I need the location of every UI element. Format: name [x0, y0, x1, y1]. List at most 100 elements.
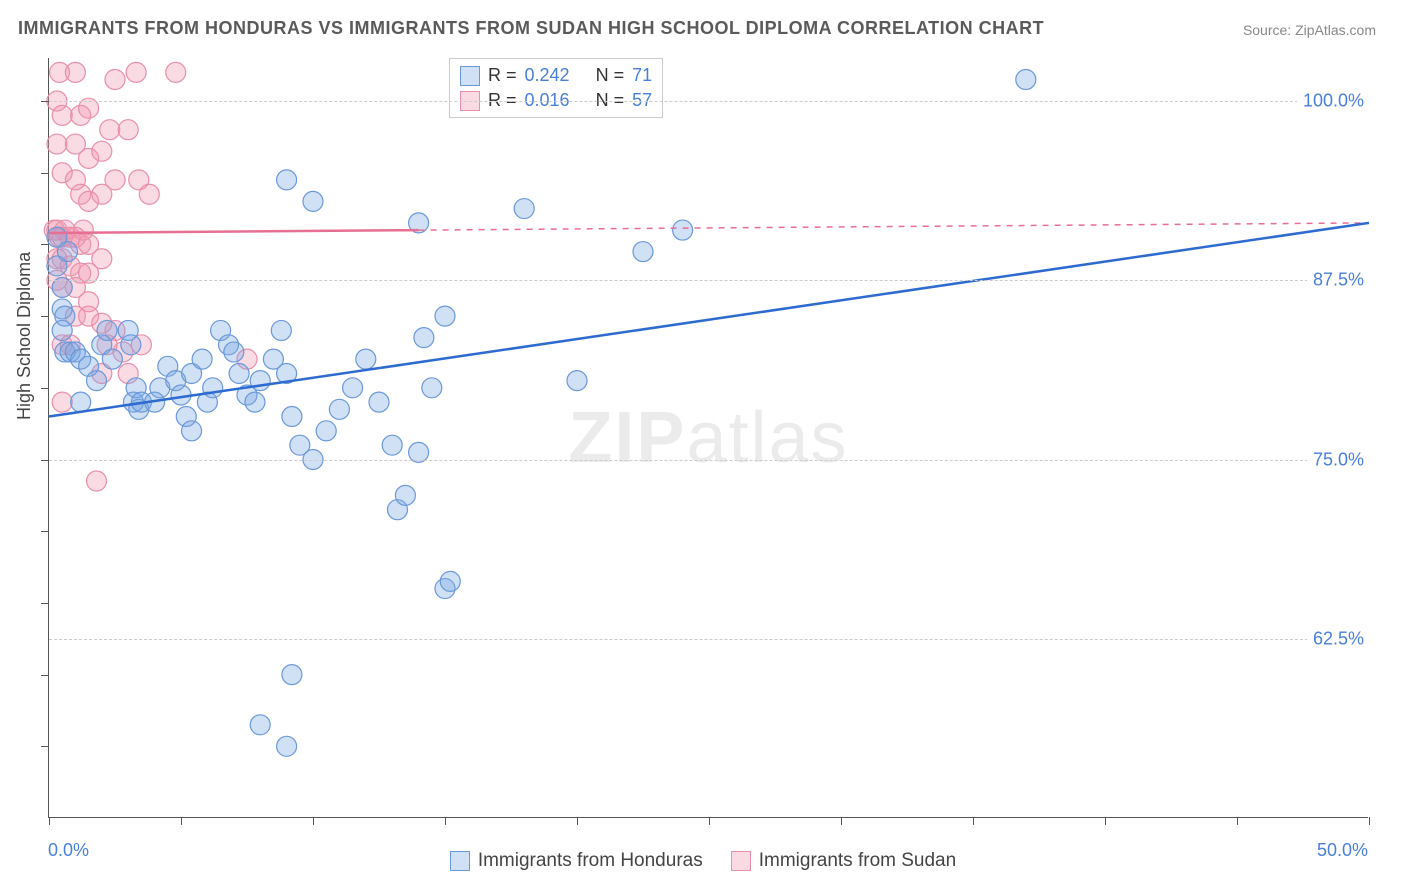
data-point	[52, 105, 72, 125]
data-point	[440, 571, 460, 591]
r-label-a: R =	[488, 65, 517, 86]
legend-item-a: Immigrants from Honduras	[450, 850, 703, 872]
source-label: Source: ZipAtlas.com	[1243, 22, 1376, 38]
data-point	[97, 320, 117, 340]
gridline	[49, 280, 1368, 281]
data-point	[52, 320, 72, 340]
r-value-a: 0.242	[525, 65, 570, 86]
data-point	[121, 335, 141, 355]
data-point	[57, 242, 77, 262]
legend-stats: R = 0.242 N = 71 R = 0.016 N = 57	[449, 58, 663, 118]
x-tick	[313, 817, 314, 825]
data-point	[435, 306, 455, 326]
x-tick	[1105, 817, 1106, 825]
y-tick	[41, 101, 49, 102]
data-point	[567, 371, 587, 391]
data-point	[316, 421, 336, 441]
x-tick	[49, 817, 50, 825]
n-value-a: 71	[632, 65, 652, 86]
y-tick	[41, 603, 49, 604]
data-point	[102, 349, 122, 369]
data-point	[118, 120, 138, 140]
data-point	[229, 363, 249, 383]
data-point	[224, 342, 244, 362]
legend-label-a: Immigrants from Honduras	[478, 850, 703, 872]
data-point	[105, 170, 125, 190]
regression-line	[49, 223, 1369, 417]
data-point	[329, 399, 349, 419]
data-point	[422, 378, 442, 398]
y-tick	[41, 531, 49, 532]
x-tick	[841, 817, 842, 825]
data-point	[673, 220, 693, 240]
data-point	[356, 349, 376, 369]
swatch-a-icon	[460, 66, 480, 86]
y-axis-title: High School Diploma	[14, 252, 35, 420]
x-tick	[1237, 817, 1238, 825]
data-point	[47, 134, 67, 154]
swatch-b-icon	[731, 851, 751, 871]
y-tick	[41, 316, 49, 317]
data-point	[87, 371, 107, 391]
y-tick-label: 87.5%	[1307, 270, 1370, 291]
y-tick	[41, 244, 49, 245]
data-point	[369, 392, 389, 412]
y-tick-label: 62.5%	[1307, 628, 1370, 649]
data-point	[633, 242, 653, 262]
plot-area: ZIPatlas R = 0.242 N = 71 R = 0.016 N = …	[48, 58, 1368, 818]
legend-item-b: Immigrants from Sudan	[731, 850, 956, 872]
n-label-a: N =	[596, 65, 625, 86]
gridline	[49, 101, 1368, 102]
x-tick	[181, 817, 182, 825]
data-point	[87, 471, 107, 491]
regression-line-solid	[49, 230, 419, 233]
data-point	[52, 392, 72, 412]
x-tick	[445, 817, 446, 825]
data-point	[65, 62, 85, 82]
data-point	[282, 406, 302, 426]
data-point	[192, 349, 212, 369]
data-point	[282, 665, 302, 685]
chart-svg	[49, 58, 1368, 817]
gridline	[49, 460, 1368, 461]
swatch-a-icon	[450, 851, 470, 871]
data-point	[71, 392, 91, 412]
x-tick	[973, 817, 974, 825]
data-point	[182, 421, 202, 441]
data-point	[105, 70, 125, 90]
data-point	[303, 191, 323, 211]
data-point	[271, 320, 291, 340]
legend-label-b: Immigrants from Sudan	[759, 850, 956, 872]
data-point	[382, 435, 402, 455]
data-point	[166, 62, 186, 82]
y-tick-label: 75.0%	[1307, 449, 1370, 470]
legend-row-a: R = 0.242 N = 71	[460, 63, 652, 88]
y-tick	[41, 460, 49, 461]
x-tick	[577, 817, 578, 825]
data-point	[92, 249, 112, 269]
data-point	[245, 392, 265, 412]
gridline	[49, 639, 1368, 640]
data-point	[343, 378, 363, 398]
x-tick	[1369, 817, 1370, 825]
chart-container: IMMIGRANTS FROM HONDURAS VS IMMIGRANTS F…	[0, 0, 1406, 892]
y-tick	[41, 746, 49, 747]
data-point	[139, 184, 159, 204]
data-point	[395, 485, 415, 505]
data-point	[100, 120, 120, 140]
y-tick	[41, 675, 49, 676]
data-point	[1016, 70, 1036, 90]
data-point	[277, 736, 297, 756]
data-point	[203, 378, 223, 398]
data-point	[277, 170, 297, 190]
x-tick	[709, 817, 710, 825]
data-point	[92, 141, 112, 161]
regression-line-dashed	[419, 223, 1369, 230]
y-tick	[41, 388, 49, 389]
data-point	[250, 715, 270, 735]
chart-title: IMMIGRANTS FROM HONDURAS VS IMMIGRANTS F…	[18, 18, 1044, 39]
data-point	[126, 62, 146, 82]
legend-bottom: Immigrants from Honduras Immigrants from…	[0, 842, 1406, 880]
y-tick	[41, 173, 49, 174]
data-point	[414, 328, 434, 348]
